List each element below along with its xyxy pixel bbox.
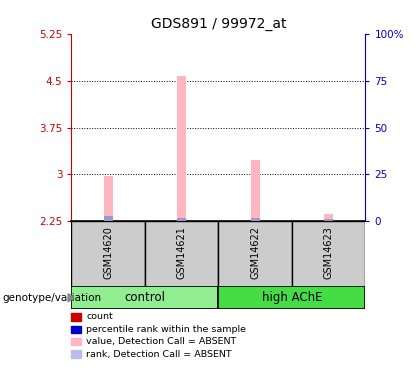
Bar [324, 219, 333, 221]
Bar [292, 221, 365, 287]
Text: control: control [124, 291, 165, 304]
Bar [251, 218, 260, 221]
Polygon shape [68, 294, 74, 302]
Title: GDS891 / 99972_at: GDS891 / 99972_at [151, 17, 286, 32]
Text: percentile rank within the sample: percentile rank within the sample [86, 325, 246, 334]
Bar [104, 216, 113, 221]
Text: genotype/variation: genotype/variation [2, 293, 101, 303]
Bar [251, 160, 260, 221]
Text: rank, Detection Call = ABSENT: rank, Detection Call = ABSENT [86, 350, 232, 358]
Text: count: count [86, 312, 113, 321]
Text: GSM14621: GSM14621 [177, 226, 186, 279]
Text: GSM14620: GSM14620 [103, 226, 113, 279]
Bar [145, 221, 218, 287]
Bar [218, 286, 365, 309]
Text: GSM14623: GSM14623 [324, 226, 333, 279]
Bar [177, 76, 186, 221]
Text: value, Detection Call = ABSENT: value, Detection Call = ABSENT [86, 337, 236, 346]
Bar [71, 221, 145, 287]
Text: high AChE: high AChE [262, 291, 322, 304]
Bar [218, 221, 292, 287]
Bar [104, 176, 113, 221]
Bar [71, 286, 218, 309]
Bar [324, 214, 333, 221]
Text: GSM14622: GSM14622 [250, 226, 260, 279]
Bar [177, 217, 186, 221]
